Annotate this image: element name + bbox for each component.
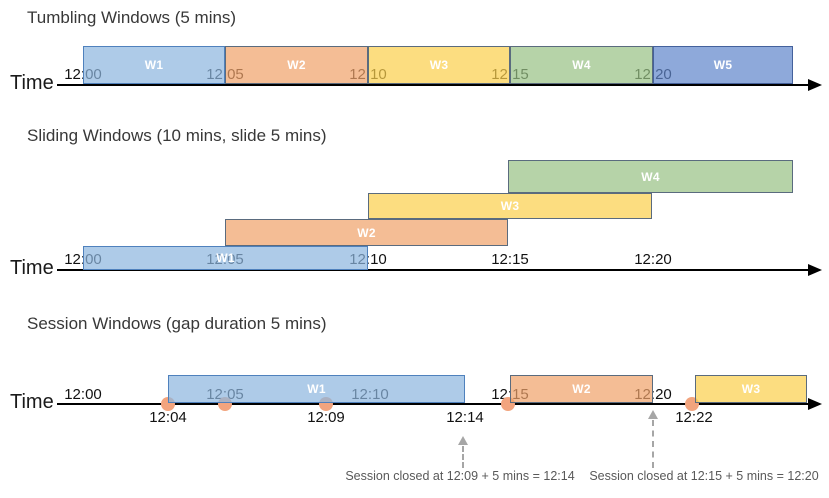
session-close-note-right: Session closed at 12:15 + 5 mins = 12:20 (589, 469, 819, 483)
sliding-window-w1-label: W1 (216, 251, 235, 265)
tumbling-window-w3-label: W3 (429, 58, 449, 72)
sliding-window-w4: W4 (508, 160, 793, 193)
session-window-w3: W3 (695, 375, 807, 403)
sliding-timeline-arrow-icon (808, 264, 822, 276)
tumbling-time-axis-label: Time (10, 72, 54, 94)
sliding-window-w4-label: W4 (641, 169, 660, 184)
tumbling-window-w4-label: W4 (572, 58, 591, 72)
session-tick-1200: 12:00 (64, 386, 102, 403)
tumbling-section-title: Tumbling Windows (5 mins) (27, 8, 237, 27)
session-close-arrow-left-line (462, 446, 464, 468)
session-window-w3-label: W3 (741, 382, 761, 396)
session-close-arrow-right-line (652, 420, 654, 468)
session-window-w2: W2 (510, 375, 653, 403)
sliding-tick-1215: 12:15 (491, 251, 529, 268)
sliding-section-title: Sliding Windows (10 mins, slide 5 mins) (27, 126, 327, 145)
tumbling-window-w4: W4 (510, 46, 653, 84)
sliding-tick-1220: 12:20 (634, 251, 672, 268)
tumbling-window-w3: W3 (368, 46, 510, 84)
sliding-window-w2-label: W2 (357, 225, 376, 240)
session-time-axis-label: Time (10, 391, 54, 413)
session-close-arrow-left-icon (458, 436, 468, 445)
sliding-time-axis-label: Time (10, 257, 54, 279)
event-label-1222: 12:22 (675, 409, 713, 426)
sliding-window-w2: W2 (225, 219, 508, 246)
session-close-note-left: Session closed at 12:09 + 5 mins = 12:14 (345, 469, 575, 483)
session-window-w2-label: W2 (572, 382, 591, 396)
sliding-timeline (57, 269, 810, 271)
session-window-w1: W1 (168, 375, 465, 403)
session-window-w1-label: W1 (307, 382, 326, 396)
event-label-1204: 12:04 (149, 409, 187, 426)
event-label-1214: 12:14 (446, 409, 484, 426)
session-timeline (57, 403, 810, 405)
sliding-window-w3-label: W3 (500, 199, 520, 213)
tumbling-window-w2-label: W2 (287, 58, 306, 72)
tumbling-timeline-arrow-icon (808, 79, 822, 91)
session-timeline-arrow-icon (808, 398, 822, 410)
sliding-window-w1: W1 (83, 246, 368, 270)
tumbling-window-w5-label: W5 (713, 58, 733, 72)
event-label-1209: 12:09 (307, 409, 345, 426)
tumbling-window-w5: W5 (653, 46, 793, 84)
tumbling-timeline (57, 84, 810, 86)
sliding-window-w3: W3 (368, 193, 652, 219)
session-close-arrow-right-icon (648, 410, 658, 419)
tumbling-window-w1: W1 (83, 46, 225, 84)
tumbling-window-w1-label: W1 (144, 58, 164, 72)
session-section-title: Session Windows (gap duration 5 mins) (27, 314, 327, 333)
tumbling-window-w2: W2 (225, 46, 368, 84)
